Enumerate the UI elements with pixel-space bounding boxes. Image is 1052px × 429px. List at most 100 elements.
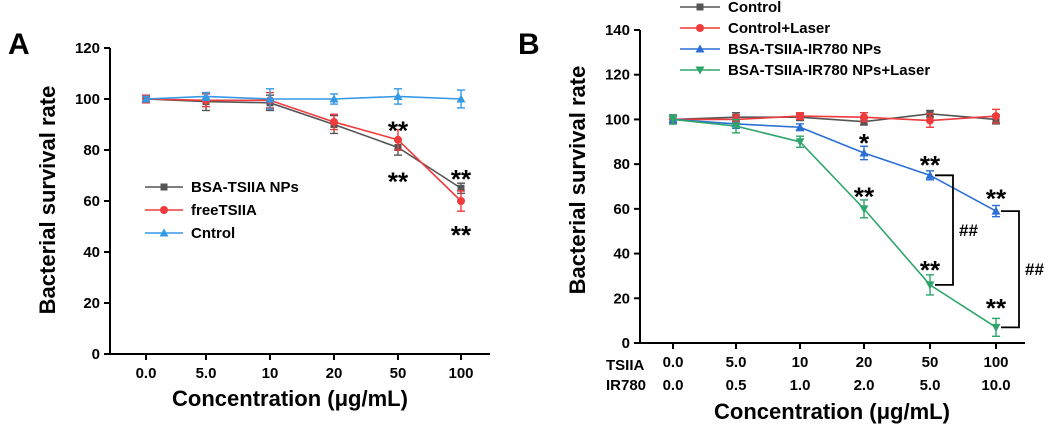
panel-b-data-point	[926, 116, 934, 125]
panel-b-x-tick-label: 10	[792, 354, 809, 371]
panel-a-x-axis-title: Concentration (μg/mL)	[172, 386, 408, 411]
panel-a-y-tick-label: 20	[83, 295, 100, 312]
panel-b-significance-label: **	[920, 255, 941, 285]
panel-b-x-tick-label-2: 0.0	[663, 377, 684, 394]
panel-b-legend-marker	[695, 66, 705, 75]
panel-b-significance-label: **	[920, 150, 941, 180]
panel-a-series-line	[145, 95, 462, 100]
panel-b-y-tick-label: 140	[605, 22, 630, 39]
panel-b-x-tick-label-2: 10.0	[981, 377, 1010, 394]
panel-b-significance-label: **	[854, 181, 875, 211]
panel-a-y-tick-label: 40	[83, 244, 100, 261]
panel-b-legend-label: BSA-TSIIA-IR780 NPs+Laser	[728, 62, 930, 79]
panel-b-x-tick-label: 100	[983, 354, 1008, 371]
panel-a-y-tick-label: 0	[92, 346, 100, 363]
panel-b-data-point	[731, 122, 741, 131]
panel-b-data-point	[859, 205, 869, 214]
panel-a-legend-label: BSA-TSIIA NPs	[191, 179, 299, 196]
panel-b-y-tick-label: 40	[613, 246, 630, 263]
panel-a-legend: BSA-TSIIA NPs freeTSIIA Cntrol	[145, 179, 299, 242]
panel-a-significance-label: **	[388, 167, 409, 197]
panel-a-data-point	[393, 91, 403, 100]
panel-a-y-tick-label: 60	[83, 193, 100, 210]
panel-a-data-point	[457, 197, 465, 205]
panel-a-data-point	[201, 91, 211, 100]
panel-b-legend-marker	[695, 44, 705, 53]
panel-a-letter: A	[8, 28, 30, 61]
panel-b-series-line	[673, 115, 997, 122]
panel-a-y-axis-title: Bacterial survival rate	[35, 86, 60, 315]
panel-b-x-tick-label: 20	[856, 354, 873, 371]
panel-a-legend-marker	[160, 206, 168, 214]
panel-b-data-point	[925, 170, 935, 179]
panel-b-y-tick-label: 100	[605, 111, 630, 128]
panel-a-data-point	[330, 117, 338, 126]
panel-a-x-tick-label: 10	[262, 365, 279, 382]
panel-a-data-point	[329, 94, 339, 103]
panel-b-legend-label: BSA-TSIIA-IR780 NPs	[728, 41, 881, 58]
panel-a-data-point	[141, 94, 151, 103]
panel-a-legend-label: freeTSIIA	[191, 202, 257, 219]
panel-b-data-point	[795, 138, 805, 147]
panel-a-series-line	[145, 98, 462, 189]
panel-b-y-tick-label: 20	[613, 290, 630, 307]
panel-a-x-tick-label: 5.0	[196, 365, 217, 382]
panel-a-significance-label: **	[388, 116, 409, 146]
panel-a-data-point	[265, 94, 275, 103]
panel-b-x-tick-label-2: 1.0	[790, 377, 811, 394]
panel-b-bracket-label: ##	[959, 221, 978, 240]
panel-b-x-tick-label: 50	[922, 354, 939, 371]
panel-b-letter: B	[518, 28, 540, 61]
panel-a-x-tick-label: 0.0	[136, 365, 157, 382]
panel-b-y-tick-label: 60	[613, 201, 630, 218]
panel-a-legend-marker	[160, 183, 168, 191]
panel-b-row-label-ir780: IR780	[606, 377, 646, 394]
panel-a-significance-label: **	[451, 220, 472, 250]
panel-b-data-point	[668, 115, 678, 124]
panel-b-significance-label: *	[859, 128, 870, 158]
panel-b-legend-label: Control+Laser	[728, 20, 830, 37]
panel-a-data-point	[457, 184, 465, 192]
panel-b-legend-label: Control	[728, 0, 781, 16]
panel-b-row-label-tsiia: TSIIA	[606, 357, 645, 374]
panel-b-y-axis-title: Bacterial survival rate	[565, 66, 590, 295]
panel-b-x-tick-label: 5.0	[726, 354, 747, 371]
panel-b-legend-marker	[696, 24, 704, 32]
panel-b-data-point	[796, 112, 804, 121]
panel-a-y-tick-label: 120	[75, 40, 100, 57]
panel-a-significance-label: **	[451, 164, 472, 194]
panel-b-data-point	[991, 206, 1001, 215]
panel-a-x-tick-label: 100	[448, 365, 473, 382]
panel-b-x-tick-label-2: 5.0	[920, 377, 941, 394]
panel-b-bracket	[935, 174, 954, 286]
panel-b-legend: Control Control+Laser BSA-TSIIA-IR780 NPs B…	[680, 0, 930, 79]
panel-a-x-tick-label: 20	[326, 365, 343, 382]
panel-a-y-tick-label: 80	[83, 142, 100, 159]
panel-a-legend-marker	[159, 228, 169, 237]
panel-a-data-point	[394, 135, 402, 144]
panel-b-x-tick-label: 0.0	[663, 354, 684, 371]
panel-a-data-point	[456, 94, 466, 103]
panel-b-x-tick-label-2: 0.5	[726, 377, 747, 394]
panel-b-series-line	[672, 113, 997, 123]
panel-b-series-line	[672, 118, 997, 212]
panel-b-series-line	[672, 118, 997, 329]
panel-b-significance-label: **	[986, 184, 1007, 214]
panel-b-x-tick-label-2: 2.0	[854, 377, 875, 394]
panel-b-y-tick-label: 0	[622, 335, 630, 352]
panel-a-y-tick-label: 100	[75, 91, 100, 108]
panel-b-data-point	[991, 323, 1001, 332]
panel-a-x-tick-label: 50	[390, 365, 407, 382]
panel-a: A ** ** ** ** 0 20 40 60 80 100 120 0.0 5.0 10 20 50 10…	[8, 28, 490, 411]
panel-b-y-tick-label: 80	[613, 156, 630, 173]
panel-b-data-point	[859, 148, 869, 157]
panel-a-series-line	[145, 98, 462, 202]
panel-b-bracket	[1001, 210, 1020, 329]
panel-b-legend-marker	[696, 3, 704, 11]
panel-b-bracket-label: ##	[1025, 260, 1044, 279]
panel-b-significance-label: **	[986, 293, 1007, 323]
panel-b-data-point	[860, 113, 868, 122]
panel-b-x-axis-title: Concentration (μg/mL)	[714, 399, 950, 424]
